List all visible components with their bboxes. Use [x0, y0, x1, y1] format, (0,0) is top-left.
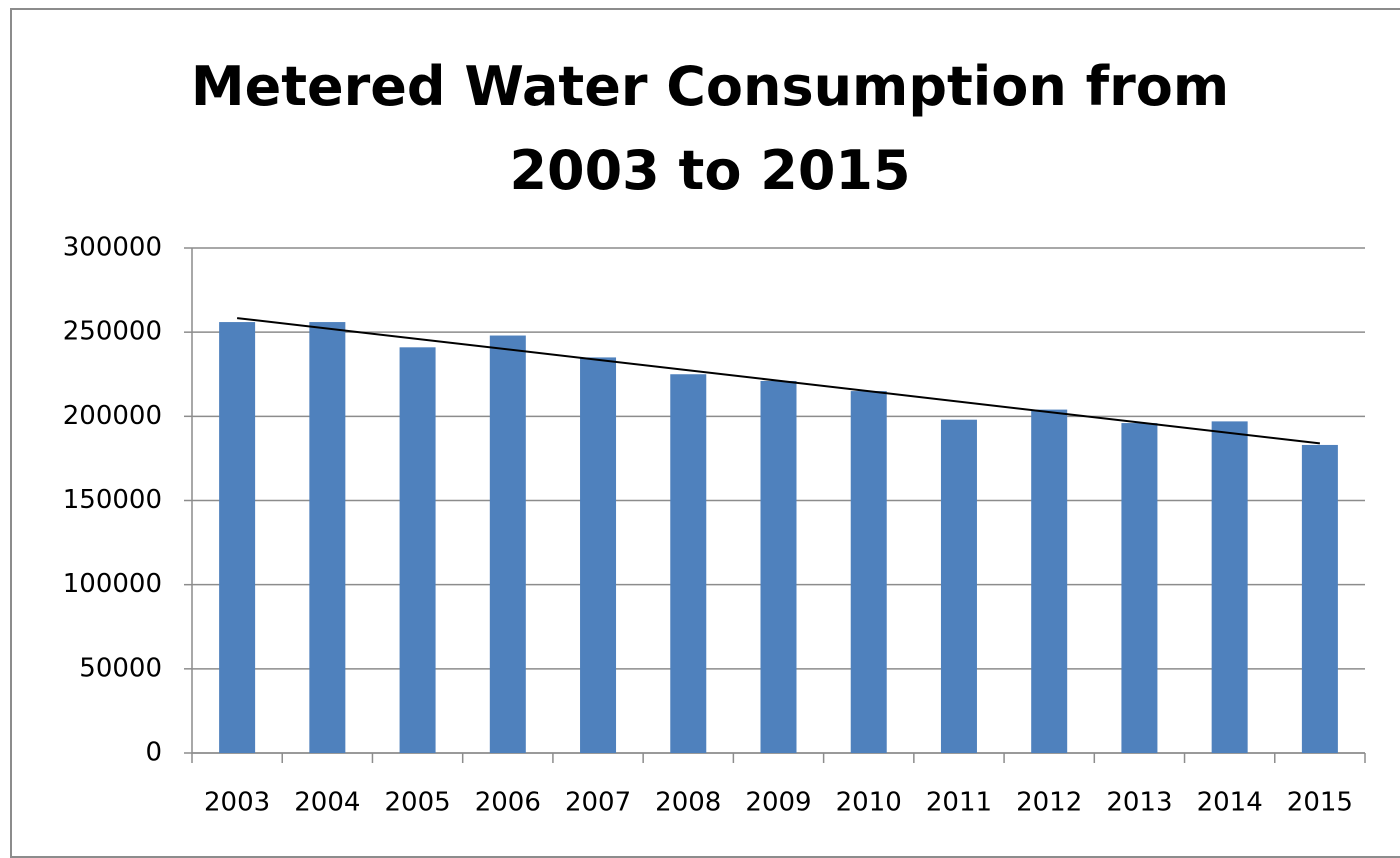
y-tick-label: 300000 [63, 233, 162, 263]
bar [850, 391, 887, 753]
x-tick-label: 2012 [1016, 788, 1082, 818]
y-tick-label: 200000 [63, 401, 162, 431]
x-tick-label: 2007 [565, 788, 631, 818]
x-tick-label: 2014 [1197, 788, 1263, 818]
y-tick-label: 100000 [63, 569, 162, 599]
trendline [237, 317, 1320, 445]
bar [219, 322, 256, 753]
bar [1031, 409, 1068, 753]
y-tick-label: 0 [145, 738, 162, 768]
x-tick-label: 2013 [1106, 788, 1172, 818]
x-tick-label: 2009 [745, 788, 811, 818]
x-tick-label: 2005 [384, 788, 450, 818]
bar [1301, 444, 1338, 753]
bar [1121, 423, 1158, 753]
x-tick-label: 2010 [836, 788, 902, 818]
bar [670, 374, 707, 753]
y-tick-label: 150000 [63, 485, 162, 515]
bar [489, 335, 526, 753]
bar [580, 357, 617, 753]
x-tick-label: 2008 [655, 788, 721, 818]
bar [760, 380, 797, 753]
x-tick-label: 2004 [294, 788, 360, 818]
x-tick-label: 2006 [475, 788, 541, 818]
bar [1211, 421, 1248, 753]
chart-title: Metered Water Consumption from 2003 to 2… [190, 55, 1230, 202]
x-tick-label: 2011 [926, 788, 992, 818]
bar [309, 322, 346, 753]
bar [940, 419, 977, 753]
y-tick-label: 50000 [79, 653, 162, 683]
x-tick-label: 2015 [1287, 788, 1353, 818]
y-tick-label: 250000 [63, 317, 162, 347]
x-tick-label: 2003 [204, 788, 270, 818]
bar [399, 347, 436, 753]
